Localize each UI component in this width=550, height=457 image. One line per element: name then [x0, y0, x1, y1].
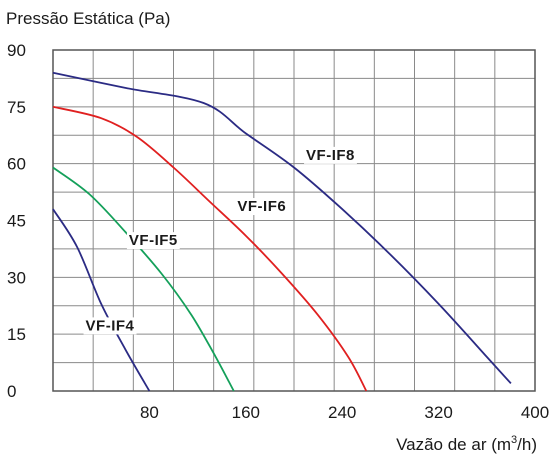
- curve-vf-if6: [52, 105, 368, 392]
- series-label-bg-vf-if6: [235, 198, 289, 216]
- series-label-bg-vf-if4: [83, 317, 137, 335]
- x-tick-label: 320: [424, 403, 452, 422]
- curve-vf-if5: [52, 166, 235, 392]
- curve-vf-if8: [52, 71, 512, 385]
- y-tick-label: 0: [7, 382, 16, 401]
- x-axis-label-main: Vazão de ar (m: [396, 435, 511, 454]
- series-label-bg-vf-if8: [304, 146, 357, 164]
- x-axis-label-suffix: /h): [517, 435, 537, 454]
- grid: [53, 50, 535, 391]
- series-labels: VF-IF4 VF-IF5 VF-IF6 VF-IF8: [83, 146, 357, 335]
- y-tick-label: 90: [7, 41, 26, 60]
- x-tick-label: 80: [140, 403, 159, 422]
- y-tick-labels: 0 15 30 45 60 75 90: [7, 41, 26, 401]
- x-axis-label-superscript: 3: [511, 434, 517, 446]
- curves: [52, 71, 512, 392]
- x-tick-label: 160: [232, 403, 260, 422]
- series-label-vf-if5: VF-IF5: [129, 232, 178, 249]
- y-tick-label: 15: [7, 325, 26, 344]
- y-tick-label: 75: [7, 98, 26, 117]
- series-label-bg-vf-if5: [126, 232, 180, 250]
- chart-title: Pressão Estática (Pa): [6, 9, 170, 28]
- curve-vf-if4: [52, 208, 151, 392]
- y-tick-label: 30: [7, 268, 26, 287]
- series-label-vf-if4: VF-IF4: [86, 317, 135, 334]
- x-tick-labels: 80 160 240 320 400: [140, 403, 549, 422]
- x-tick-label: 240: [328, 403, 356, 422]
- y-tick-label: 45: [7, 212, 26, 231]
- series-label-vf-if6: VF-IF6: [237, 198, 286, 215]
- x-tick-label: 400: [521, 403, 549, 422]
- y-tick-label: 60: [7, 155, 26, 174]
- plot-frame: [52, 49, 536, 392]
- plot-border: [52, 49, 536, 392]
- x-axis-label: Vazão de ar (m3/h): [396, 434, 537, 454]
- series-label-vf-if8: VF-IF8: [306, 147, 355, 164]
